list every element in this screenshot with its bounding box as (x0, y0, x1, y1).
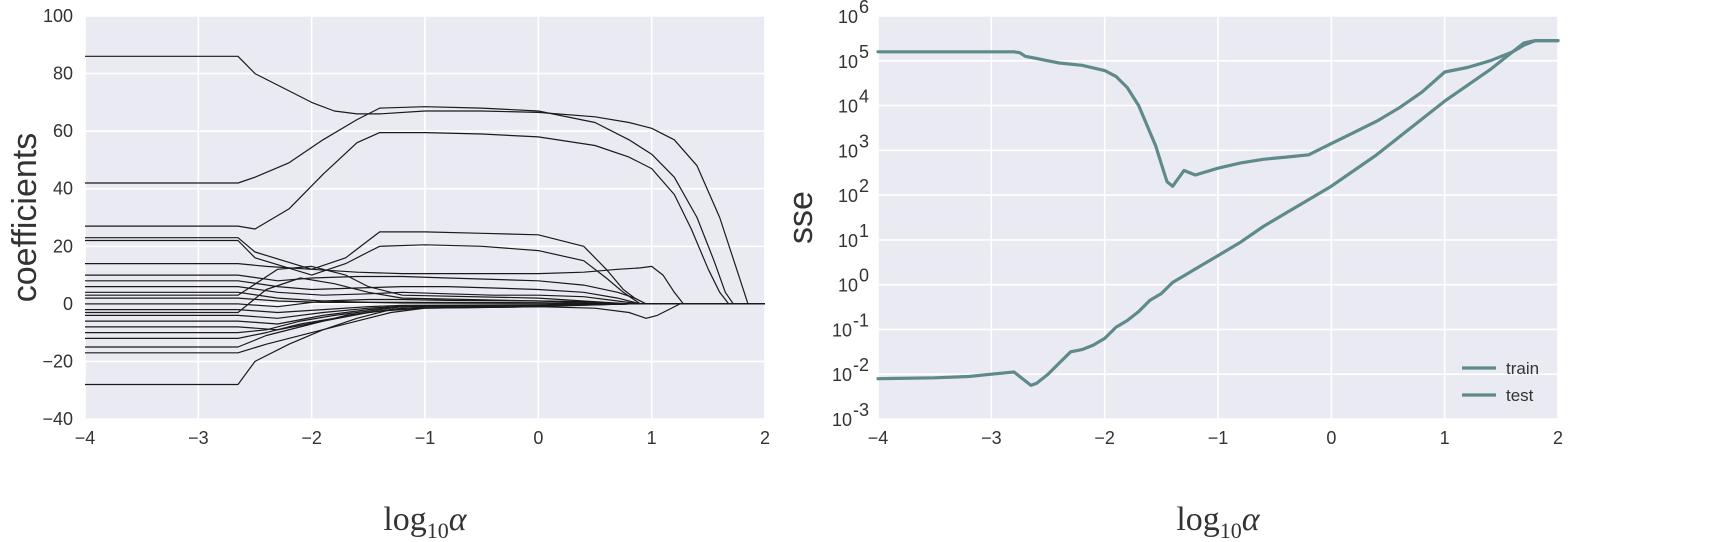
x-tick-label: 0 (1326, 428, 1336, 448)
y-tick-exponent: 1 (859, 221, 869, 241)
y-axis-label: sse (782, 191, 820, 244)
x-tick-label: 1 (1440, 428, 1450, 448)
series-line-coef-21 (85, 303, 765, 386)
series-line-coef-22 (85, 265, 765, 305)
y-tick-label: 10 (838, 186, 858, 206)
x-tick-label: 0 (533, 428, 543, 448)
x-tick-label: 2 (760, 428, 770, 448)
x-tick-label: 1 (647, 428, 657, 448)
series-line-coef-9 (85, 286, 765, 305)
y-tick-label: 10 (838, 141, 858, 161)
y-tick-exponent: -1 (853, 310, 869, 330)
y-tick-exponent: 2 (859, 176, 869, 196)
x-tick-label: −2 (301, 428, 322, 448)
y-tick-label: 10 (838, 276, 858, 296)
series-line-coef-2 (85, 106, 765, 305)
series-line-coef-7 (85, 274, 765, 305)
legend: train test (1462, 359, 1539, 405)
series-line-train (876, 39, 1560, 387)
y-tick-label: 10 (838, 231, 858, 251)
y-tick-label: 100 (43, 6, 73, 26)
series-line-coef-8 (85, 280, 765, 305)
y-tick-label: −40 (42, 409, 73, 429)
x-tick-label: −3 (188, 428, 209, 448)
y-tick-label: 60 (53, 121, 73, 141)
x-tick-label: 2 (1553, 428, 1563, 448)
x-axis-label: log10α (1176, 501, 1260, 542)
legend-label-train: train (1506, 359, 1539, 378)
series-line-coef-5 (85, 239, 765, 305)
series-line-coef-20 (85, 303, 765, 354)
y-tick-label: 10 (838, 97, 858, 117)
y-tick-exponent: 0 (859, 266, 869, 286)
y-tick-exponent: 6 (859, 0, 869, 17)
series-line-coef-23 (85, 277, 765, 314)
coefficients-panel: −4 −3 −2 −1 0 1 2 −40 −20 0 20 40 60 80 100 coefficient… (6, 6, 770, 542)
y-tick-label: 0 (63, 294, 73, 314)
y-tick-exponent: 5 (859, 42, 869, 62)
y-axis-label: coefficients (6, 133, 44, 302)
x-tick-label: −4 (75, 428, 96, 448)
y-tick-label: 80 (53, 64, 73, 84)
x-tick-label: −3 (981, 428, 1002, 448)
y-tick-label: 10 (832, 365, 852, 385)
x-tick-label: −1 (415, 428, 436, 448)
x-tick-label: −4 (868, 428, 889, 448)
y-tick-label: 10 (838, 7, 858, 27)
legend-label-test: test (1506, 386, 1534, 405)
x-axis-label: log10α (383, 501, 467, 542)
y-tick-exponent: 4 (859, 87, 869, 107)
y-tick-label: 20 (53, 236, 73, 256)
y-tick-label: 10 (832, 410, 852, 430)
series-line-coef-4 (85, 231, 765, 305)
y-tick-label: 10 (838, 52, 858, 72)
y-tick-label: 10 (832, 320, 852, 340)
series-line-test (876, 39, 1560, 188)
series-line-coef-1 (85, 55, 765, 305)
y-tick-exponent: -3 (853, 400, 869, 420)
y-tick-exponent: -2 (853, 355, 869, 375)
x-tick-label: −1 (1208, 428, 1229, 448)
y-tick-label: 40 (53, 179, 73, 199)
series-line-coef-3 (85, 132, 765, 305)
series-line-coef-6 (85, 263, 765, 305)
y-tick-exponent: 3 (859, 131, 869, 151)
y-tick-label: −20 (42, 351, 73, 371)
x-tick-label: −2 (1094, 428, 1115, 448)
